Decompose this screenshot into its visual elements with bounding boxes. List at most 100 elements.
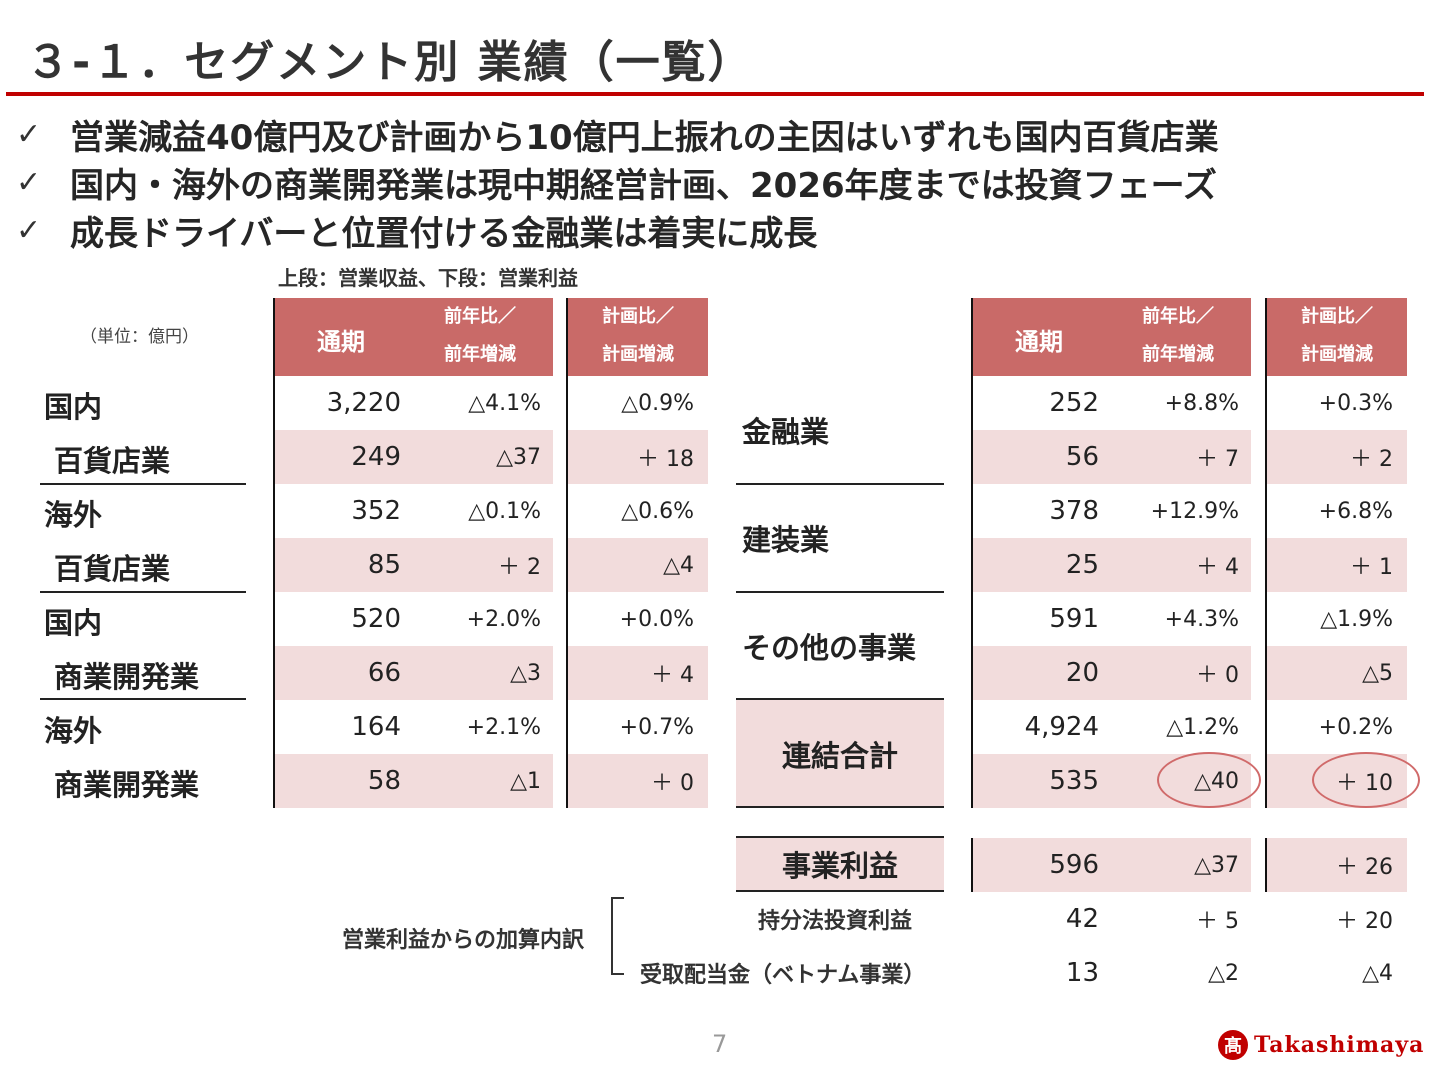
highlight-circle	[1157, 752, 1261, 808]
right-yoy-cell: ＋ 0	[1196, 663, 1239, 688]
bullet-text: 営業減益40億円及び計画から10億円上振れの主因はいずれも国内百貨店業	[70, 117, 1219, 158]
breakdown-plan: △4	[1362, 960, 1393, 986]
highlight-circle	[1312, 752, 1420, 808]
segment-label: 金融業	[742, 415, 830, 449]
left-plan-line	[566, 298, 568, 808]
business-profit-label: 事業利益	[736, 838, 944, 890]
breakdown-yoy: △2	[1208, 960, 1239, 986]
row-label: 商業開発業	[54, 768, 200, 802]
right-plan-cell: △1.9%	[1320, 606, 1393, 632]
table-note: 上段：営業収益、下段：営業利益	[278, 266, 578, 290]
left-annual-cell: 58	[275, 754, 553, 808]
right-annual-cell: 25	[973, 538, 1251, 592]
right-plan-line	[1265, 298, 1267, 808]
title-divider	[6, 92, 1424, 96]
unit-label: （単位：億円）	[80, 327, 199, 347]
row-label: 海外	[44, 498, 103, 532]
bullet-text: 国内・海外の商業開発業は現中期経営計画、2026年度までは投資フェーズ	[70, 165, 1217, 206]
check-icon: ✓	[16, 116, 42, 152]
left-yoy-cell: △4.1%	[468, 390, 541, 416]
right-annual-cell: 591	[1049, 604, 1099, 634]
left-plan-cell: △4	[568, 538, 708, 592]
bp-col-line	[971, 838, 973, 892]
bp-bottom-rule	[736, 890, 944, 892]
right-yoy-cell: +8.8%	[1164, 390, 1239, 416]
left-annual-cell: 66	[275, 646, 553, 700]
logo-text: Takashimaya	[1254, 1032, 1425, 1058]
right-header-plan: 計画比／ 計画増減	[1267, 298, 1407, 376]
row-label: 商業開発業	[54, 660, 200, 694]
header-plan: 計画比／ 計画増減	[1301, 306, 1373, 365]
bp-yoy: △37	[1194, 852, 1239, 878]
breakdown-label: 営業利益からの加算内訳	[342, 928, 585, 953]
left-annual-cell: 520	[351, 604, 401, 634]
bp-top-rule	[736, 836, 944, 838]
left-plan-cell: +0.7%	[619, 714, 694, 740]
breakdown-annual: 42	[1065, 904, 1099, 934]
row-label: 国内	[44, 606, 103, 640]
left-yoy-cell: ＋ 2	[498, 555, 541, 580]
left-header-annual-yoy: 通期 前年比／ 前年増減	[275, 298, 553, 376]
left-plan-cell: ＋ 4	[568, 646, 708, 700]
right-yoy-cell: ＋ 7	[1196, 447, 1239, 472]
bullet-item: ✓ 成長ドライバーと位置付ける金融業は着実に成長	[16, 206, 1219, 254]
segment-label: 建装業	[742, 523, 830, 557]
breakdown-row-label: 持分法投資利益	[758, 909, 913, 934]
breakdown-plan: ＋ 20	[1336, 909, 1393, 934]
right-yoy-cell: +12.9%	[1150, 498, 1239, 524]
group-divider	[40, 698, 246, 700]
bullet-list: ✓ 営業減益40億円及び計画から10億円上振れの主因はいずれも国内百貨店業 ✓ …	[16, 110, 1219, 254]
company-logo: 髙 Takashimaya	[1218, 1030, 1424, 1060]
check-icon: ✓	[16, 212, 42, 248]
row-label: 国内	[44, 390, 103, 424]
bp-plan: ＋ 26	[1267, 838, 1407, 892]
row-label: 百貨店業	[54, 444, 171, 478]
left-annual-cell: 249	[275, 430, 553, 484]
left-annual-cell: 352	[351, 496, 401, 526]
right-yoy-cell: △1.2%	[1166, 714, 1239, 740]
segment-divider	[736, 806, 944, 808]
right-plan-cell: ＋ 2	[1267, 430, 1407, 484]
bracket-icon	[611, 897, 624, 975]
header-yoy: 前年比／ 前年増減	[1142, 306, 1214, 365]
breakdown-yoy: ＋ 5	[1196, 909, 1239, 934]
page-number: 7	[712, 1030, 728, 1058]
left-header-plan: 計画比／ 計画増減	[568, 298, 708, 376]
right-plan-cell: +0.2%	[1318, 714, 1393, 740]
segment-label: その他の事業	[742, 631, 917, 665]
left-annual-cell: 85	[275, 538, 553, 592]
left-plan-cell: +0.0%	[619, 606, 694, 632]
segment-divider	[736, 698, 944, 700]
group-divider	[40, 591, 246, 593]
bullet-item: ✓ 営業減益40億円及び計画から10億円上振れの主因はいずれも国内百貨店業	[16, 110, 1219, 158]
left-plan-cell: △0.6%	[621, 498, 694, 524]
left-yoy-cell: △3	[510, 660, 541, 686]
check-icon: ✓	[16, 164, 42, 200]
right-header-annual-yoy: 通期 前年比／ 前年増減	[973, 298, 1251, 376]
right-col-line	[971, 298, 973, 808]
right-plan-cell: ＋ 1	[1267, 538, 1407, 592]
right-annual-cell: 4,924	[1024, 712, 1099, 742]
group-divider	[40, 483, 246, 485]
header-yoy: 前年比／ 前年増減	[444, 306, 516, 365]
right-plan-cell: +0.3%	[1318, 390, 1393, 416]
row-label: 海外	[44, 714, 103, 748]
header-annual: 通期	[1015, 328, 1063, 356]
header-plan: 計画比／ 計画増減	[602, 306, 674, 365]
bp-annual: 596	[973, 838, 1251, 892]
left-yoy-cell: △0.1%	[468, 498, 541, 524]
segment-divider	[736, 483, 944, 485]
left-yoy-cell: △37	[496, 444, 541, 470]
left-col-line	[273, 298, 275, 808]
right-yoy-cell: +4.3%	[1164, 606, 1239, 632]
left-plan-cell: △0.9%	[621, 390, 694, 416]
bp-plan-line	[1265, 838, 1267, 892]
breakdown-row-label: 受取配当金（ベトナム事業）	[640, 963, 926, 988]
right-annual-cell: 20	[973, 646, 1251, 700]
right-annual-cell: 56	[973, 430, 1251, 484]
left-yoy-cell: +2.0%	[466, 606, 541, 632]
row-label: 百貨店業	[54, 552, 171, 586]
right-yoy-cell: ＋ 4	[1196, 555, 1239, 580]
left-yoy-cell: △1	[510, 768, 541, 794]
left-yoy-cell: +2.1%	[466, 714, 541, 740]
